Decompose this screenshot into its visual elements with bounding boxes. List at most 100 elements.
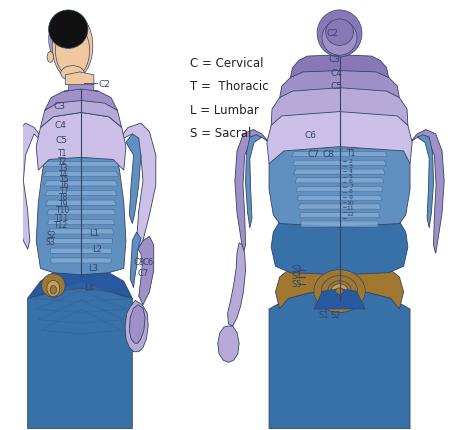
Text: L1: L1 [90, 229, 100, 238]
Polygon shape [48, 229, 114, 234]
Polygon shape [47, 210, 116, 215]
Polygon shape [125, 301, 148, 352]
Text: S2: S2 [47, 231, 56, 240]
Text: C6: C6 [142, 258, 154, 267]
Polygon shape [36, 136, 126, 275]
Text: C3: C3 [53, 101, 65, 111]
Polygon shape [36, 291, 126, 313]
Polygon shape [294, 169, 385, 174]
Polygon shape [271, 213, 408, 275]
Text: S4: S4 [291, 273, 302, 282]
Text: T8: T8 [59, 194, 68, 203]
Polygon shape [228, 243, 246, 326]
Text: T4: T4 [59, 170, 69, 179]
Polygon shape [45, 89, 118, 111]
Text: T12: T12 [54, 221, 68, 230]
Polygon shape [64, 85, 98, 91]
Polygon shape [275, 262, 404, 309]
Polygon shape [410, 129, 444, 253]
Polygon shape [246, 135, 262, 228]
Text: L4: L4 [84, 284, 94, 293]
Polygon shape [44, 181, 118, 186]
Polygon shape [235, 129, 269, 253]
Polygon shape [287, 117, 392, 122]
Text: C2: C2 [98, 80, 110, 89]
Text: C3: C3 [329, 55, 341, 64]
Polygon shape [129, 305, 145, 343]
Ellipse shape [47, 280, 60, 297]
Ellipse shape [61, 66, 84, 81]
Text: T5: T5 [60, 175, 69, 184]
Text: 11: 11 [346, 206, 354, 211]
Polygon shape [40, 310, 122, 334]
Text: T =  Thoracic: T = Thoracic [190, 80, 269, 93]
Polygon shape [280, 69, 399, 98]
Polygon shape [27, 268, 132, 298]
Text: 6: 6 [349, 179, 353, 184]
Polygon shape [299, 204, 380, 209]
Text: C6: C6 [304, 132, 317, 141]
Text: 8: 8 [349, 190, 353, 194]
Polygon shape [38, 300, 124, 323]
Polygon shape [45, 190, 117, 196]
Polygon shape [41, 152, 121, 157]
Text: T1: T1 [57, 148, 67, 157]
Polygon shape [51, 258, 111, 263]
Polygon shape [296, 187, 383, 192]
Text: 9: 9 [349, 194, 353, 200]
Polygon shape [46, 200, 116, 205]
Text: T1: T1 [347, 148, 356, 157]
Polygon shape [291, 55, 389, 77]
Text: L2: L2 [92, 245, 102, 254]
Ellipse shape [336, 288, 343, 294]
Polygon shape [314, 289, 365, 309]
Text: C4: C4 [330, 69, 342, 78]
Polygon shape [218, 326, 239, 362]
Text: L3: L3 [88, 264, 98, 273]
Text: 2: 2 [349, 159, 353, 164]
Text: 7: 7 [349, 184, 353, 189]
Text: C7: C7 [308, 150, 319, 159]
Polygon shape [126, 134, 141, 224]
Text: C7: C7 [138, 270, 149, 279]
Text: 4: 4 [349, 169, 353, 174]
Ellipse shape [328, 281, 351, 301]
Polygon shape [42, 162, 120, 167]
Text: C8: C8 [134, 258, 145, 267]
Polygon shape [34, 281, 128, 302]
Polygon shape [269, 291, 410, 429]
Text: C5: C5 [56, 136, 68, 145]
Polygon shape [417, 135, 434, 228]
Text: C8: C8 [322, 150, 335, 159]
Polygon shape [49, 239, 113, 244]
Ellipse shape [331, 284, 348, 298]
Text: C = Cervical: C = Cervical [190, 57, 264, 70]
Polygon shape [65, 72, 94, 85]
Polygon shape [295, 178, 384, 183]
Polygon shape [47, 219, 115, 224]
Polygon shape [50, 248, 112, 253]
Polygon shape [289, 134, 390, 139]
Polygon shape [301, 221, 378, 227]
Text: C2: C2 [327, 29, 338, 38]
Text: 10: 10 [346, 200, 354, 206]
Ellipse shape [49, 10, 88, 49]
Polygon shape [288, 126, 391, 131]
Ellipse shape [52, 13, 93, 80]
Ellipse shape [49, 13, 83, 64]
Polygon shape [36, 113, 126, 170]
Polygon shape [27, 289, 132, 429]
Polygon shape [40, 99, 122, 127]
Text: S1: S1 [318, 311, 328, 320]
Text: T2: T2 [58, 157, 68, 166]
Polygon shape [271, 86, 408, 125]
Ellipse shape [50, 286, 56, 294]
Polygon shape [300, 213, 379, 218]
Ellipse shape [326, 19, 354, 46]
Text: 12: 12 [346, 212, 354, 217]
Ellipse shape [47, 52, 54, 62]
Polygon shape [130, 232, 141, 288]
Text: L = Lumbar: L = Lumbar [190, 104, 259, 117]
Ellipse shape [55, 24, 90, 77]
Text: T3: T3 [59, 163, 68, 172]
